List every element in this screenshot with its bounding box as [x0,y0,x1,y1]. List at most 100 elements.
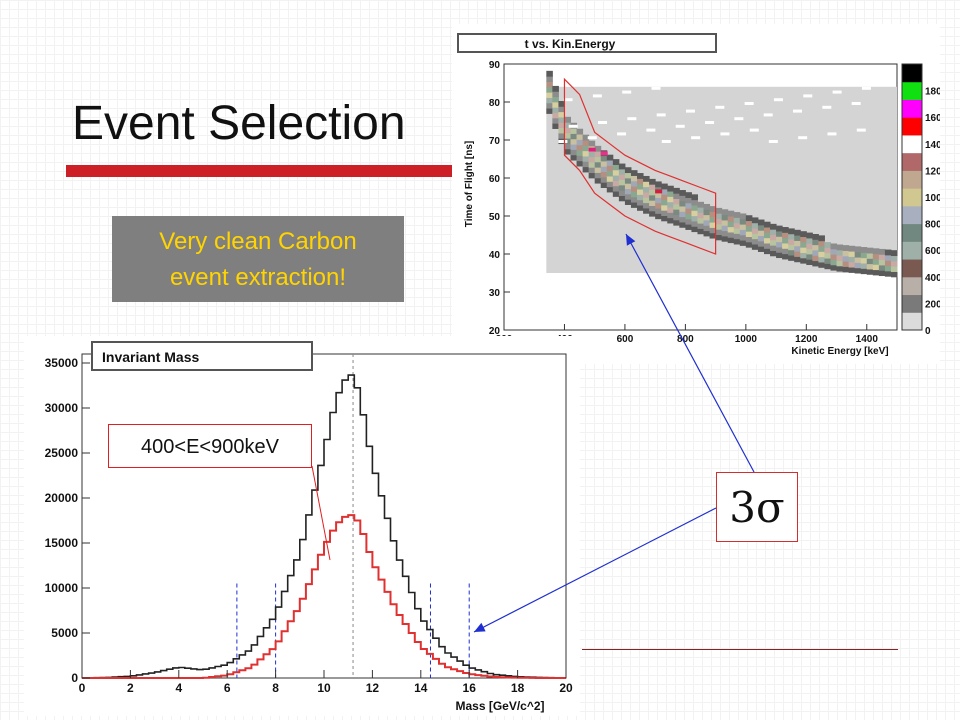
tof-cell [661,204,668,211]
tof-cell [667,217,674,224]
tof-cell [860,262,868,269]
tof-colorbar-segment [902,134,922,154]
tof-cell [788,249,795,256]
tof-cell [763,221,771,228]
tof-cell [643,191,650,198]
tof-cell [685,192,692,199]
tof-cell [715,229,723,235]
tof-cell [782,227,789,233]
tof-cell [564,138,572,144]
tof-cell [709,216,717,223]
tof-cell [697,212,705,219]
tof-y-tick-label: 80 [489,98,501,109]
tof-cell [661,194,668,201]
tof-cell [818,256,825,263]
tof-cell [715,223,723,230]
tof-cell [570,149,578,156]
tof-colorbar-segment [902,170,922,189]
tof-cell [576,128,584,135]
tof-cell [673,209,680,215]
tof-cell [673,203,680,210]
tof-cell [794,240,801,247]
tof-cell [721,235,729,242]
tof-ylabel: Time of Flight [ns] [464,141,475,227]
tof-cell [776,241,783,248]
mass-y-tick-label: 30000 [45,401,79,415]
tof-cell [751,217,759,224]
tof-cell [697,207,705,213]
tof-colorbar-label: 1600 [925,113,940,124]
tof-cell [655,208,662,214]
tof-cell [552,91,559,98]
tof-cell [818,261,825,268]
tof-cell [661,183,668,190]
tof-cell [842,245,850,251]
tof-cell [782,232,789,239]
tof-cell [721,219,729,226]
tof-cell [770,234,777,241]
tof-hot-cell [600,151,608,156]
tof-cell [842,261,850,267]
tof-cell [794,251,801,257]
tof-cell [739,224,747,230]
tof-cell [594,156,602,163]
tof-cell [624,199,632,205]
tof-outlier-cell [592,94,602,98]
tof-colorbar-segment [902,294,922,313]
mass-x-tick-label: 20 [559,681,573,695]
tof-cell [788,233,795,240]
tof-cell [624,193,632,200]
tof-cell [866,252,874,259]
tof-cell [564,122,572,128]
tof-cell [624,167,632,174]
tof-x-tick-label: 1000 [735,334,758,345]
tof-xlabel: Kinetic Energy [keV] [791,346,888,357]
tof-vs-energy-plot: t vs. Kin.Energy 20040060080010001200140… [452,24,948,364]
tof-cell [830,254,838,260]
tof-cell [685,218,692,225]
tof-cell [715,234,723,241]
tof-cell [812,260,819,267]
tof-cell [612,191,620,197]
tof-cell [558,111,565,118]
mass-x-tick-label: 14 [414,681,428,695]
tof-cell [751,238,759,245]
tof-cell [612,164,620,171]
tof-colorbar-segment [902,276,922,296]
energy-cut-pointer [311,465,331,561]
tof-colorbar-frame [901,63,923,331]
tof-cell [649,210,656,217]
tof-cell [600,166,608,173]
tof-cell [691,220,698,227]
tof-cell [727,221,735,228]
tof-cell [890,266,898,272]
tof-cell [594,167,602,173]
tof-cell [679,216,686,223]
tof-cell [606,175,614,182]
tof-cell [745,236,753,243]
tof-colorbar-label: 600 [925,246,940,257]
tof-cell [649,189,656,196]
tof-y-tick-label: 50 [489,212,501,223]
tof-colorbar-segment [902,205,922,225]
tof-outlier-cell [832,90,842,94]
tof-cell [878,248,886,255]
tof-cell [782,253,789,260]
tof-cell [872,264,880,271]
tof-cell [842,266,850,273]
tof-cell [848,251,856,257]
tof-cell [576,160,584,167]
tof-cell [709,206,717,212]
tof-hot-cell [588,147,596,152]
tof-cell [552,107,559,114]
tof-cell [546,70,553,77]
tof-cell [697,201,705,208]
tof-outlier-cell [691,136,701,140]
tof-cell [558,127,565,134]
tof-cell [890,255,898,262]
tof-cell [546,86,553,93]
tof-colorbar-segment [902,152,922,171]
tof-cell [558,106,565,113]
tof-cell [600,171,608,178]
